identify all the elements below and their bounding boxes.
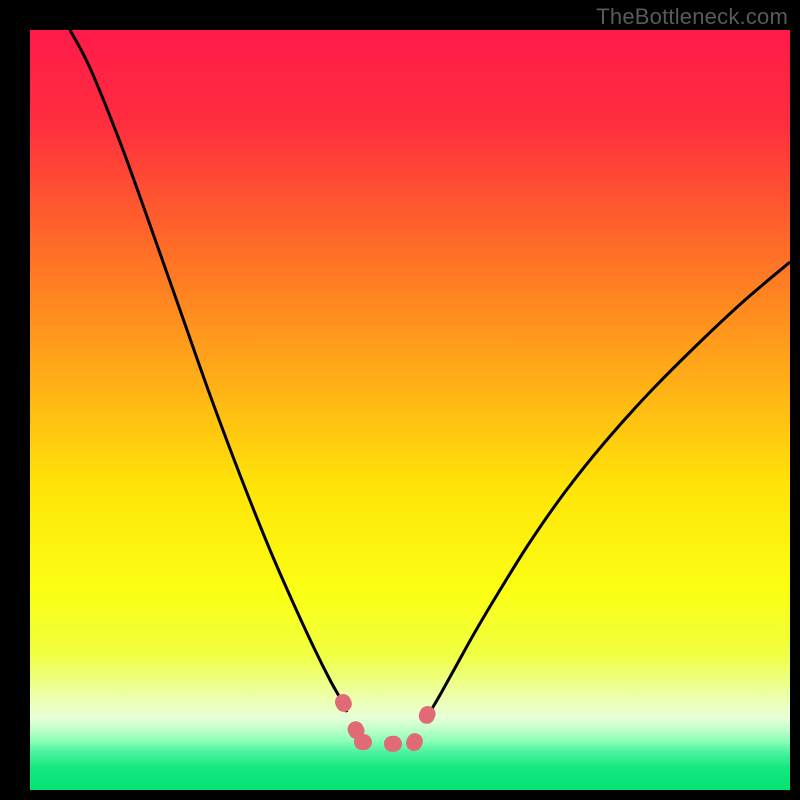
plot-svg — [0, 0, 800, 800]
watermark-text: TheBottleneck.com — [596, 4, 788, 30]
gradient-background — [30, 30, 790, 790]
